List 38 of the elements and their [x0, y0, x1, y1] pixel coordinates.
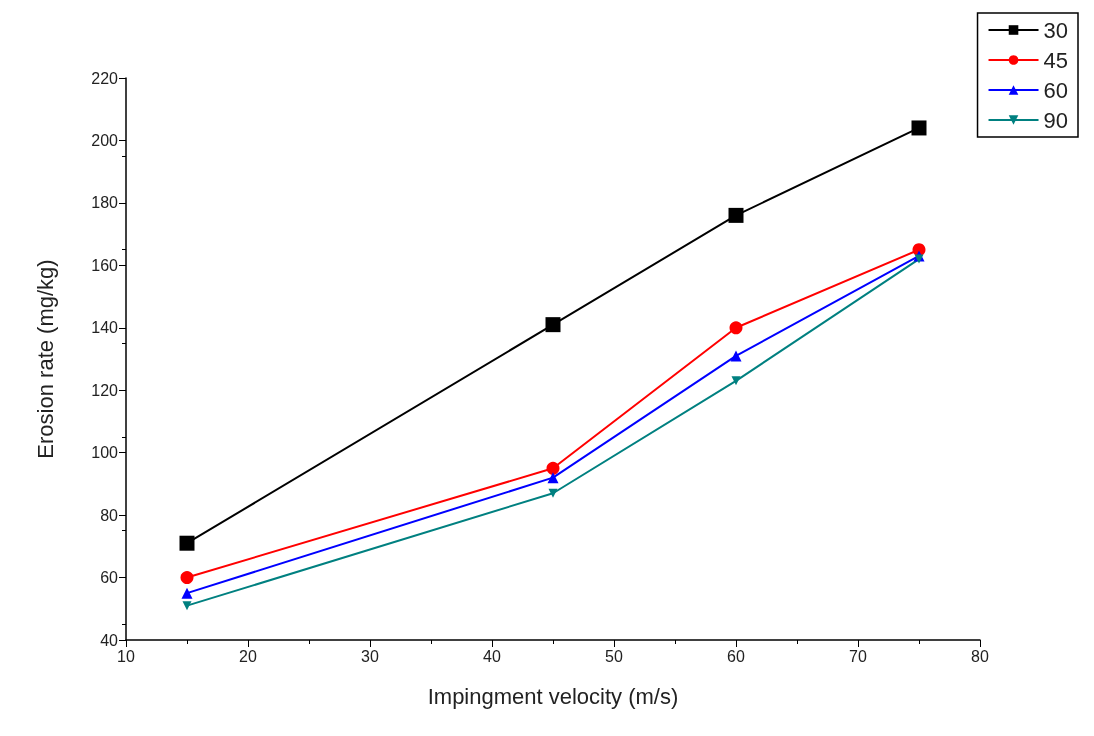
point — [548, 488, 558, 498]
y-tick-label: 200 — [91, 131, 119, 149]
point — [179, 535, 195, 551]
point — [180, 571, 194, 585]
legend-label: 30 — [1043, 17, 1069, 43]
x-tick-label: 30 — [361, 647, 379, 665]
y-tick-label: 80 — [100, 506, 119, 524]
y-tick-label: 40 — [100, 631, 119, 649]
point — [911, 120, 927, 136]
x-tick-label: 50 — [605, 647, 623, 665]
y-tick-label: 100 — [91, 444, 119, 462]
x-tick-label: 70 — [849, 647, 867, 665]
legend-label: 45 — [1043, 47, 1069, 73]
point — [181, 587, 193, 599]
x-tick-label: 60 — [727, 647, 745, 665]
y-axis-title: Erosion rate (mg/kg) — [32, 259, 58, 459]
y-tick-label: 180 — [91, 194, 119, 212]
legend-label: 90 — [1043, 107, 1069, 133]
point — [728, 207, 744, 223]
y-tick-label: 160 — [91, 256, 119, 274]
y-tick-label: 220 — [91, 69, 119, 87]
y-tick-label: 120 — [91, 381, 119, 399]
point — [182, 601, 192, 611]
x-axis-title: Impingment velocity (m/s) — [427, 683, 679, 709]
point — [914, 254, 924, 264]
y-tick-label: 140 — [91, 319, 119, 337]
x-tick-label: 40 — [483, 647, 501, 665]
point — [546, 461, 560, 475]
point — [547, 472, 559, 484]
point — [730, 350, 742, 362]
point — [731, 376, 741, 386]
x-tick-label: 20 — [239, 647, 257, 665]
point — [545, 317, 561, 333]
x-tick-label: 10 — [117, 647, 135, 665]
legend-label: 60 — [1043, 77, 1069, 103]
y-tick-label: 60 — [100, 569, 119, 587]
x-tick-label: 80 — [971, 647, 989, 665]
point — [729, 321, 743, 335]
